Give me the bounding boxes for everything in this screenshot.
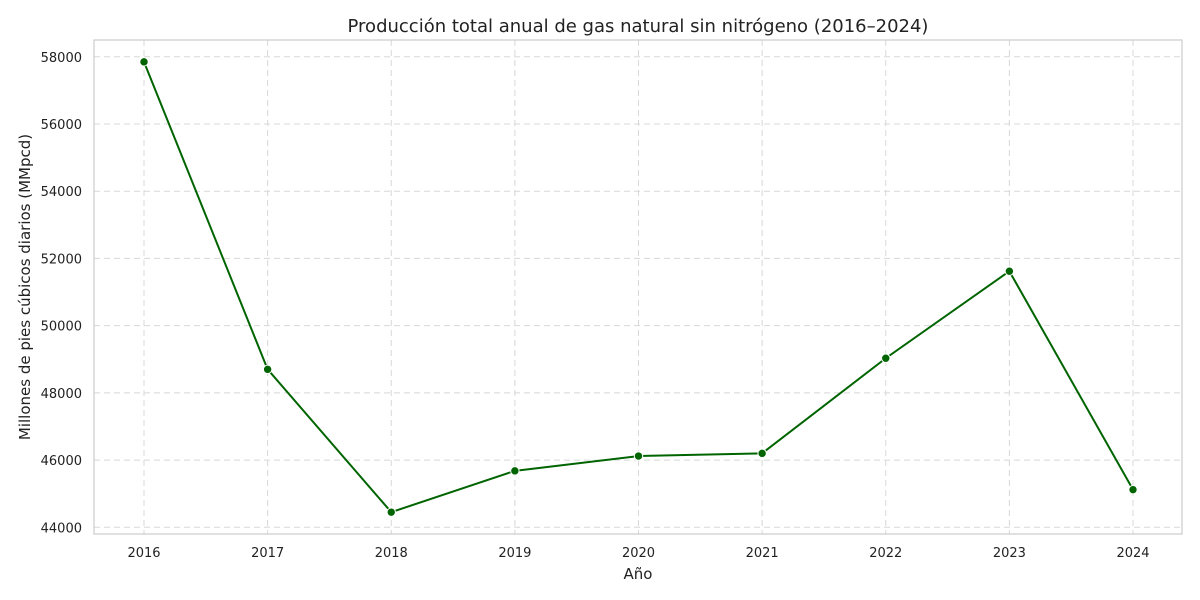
- data-point: [139, 57, 149, 67]
- data-point: [881, 353, 891, 363]
- y-tick-label: 46000: [41, 454, 82, 469]
- y-tick-label: 44000: [41, 521, 82, 536]
- y-tick-label: 58000: [41, 51, 82, 66]
- chart-title: Producción total anual de gas natural si…: [348, 16, 929, 37]
- x-tick-label: 2021: [746, 546, 779, 561]
- x-axis-label: Año: [624, 565, 653, 583]
- data-point: [510, 466, 520, 476]
- x-tick-label: 2022: [869, 546, 902, 561]
- x-tick-label: 2016: [127, 546, 160, 561]
- y-tick-label: 52000: [41, 252, 82, 267]
- y-tick-label: 54000: [41, 185, 82, 200]
- x-tick-label: 2019: [498, 546, 531, 561]
- x-tick-label: 2024: [1116, 546, 1149, 561]
- x-tick-label: 2023: [993, 546, 1026, 561]
- data-point: [757, 448, 767, 459]
- data-point: [386, 507, 396, 517]
- y-tick-label: 56000: [41, 118, 82, 133]
- x-axis-ticks: 2016 2017 2018 2019 2020 2021 2022 2023 2024: [127, 546, 1149, 561]
- series: [139, 57, 1138, 517]
- x-tick-label: 2020: [622, 546, 655, 561]
- x-tick-label: 2018: [375, 546, 408, 561]
- y-tick-label: 50000: [41, 320, 82, 335]
- data-point: [633, 451, 644, 461]
- x-tick-label: 2017: [251, 546, 284, 561]
- plot-frame: [93, 39, 1183, 535]
- data-point: [1004, 266, 1015, 276]
- y-tick-label: 48000: [41, 387, 82, 402]
- data-point: [1128, 484, 1138, 495]
- y-axis-label: Millones de pies cúbicos diarios (MMpcd): [16, 134, 34, 440]
- y-axis-ticks: 44000 46000 48000 50000 52000 54000 56000 58000: [41, 51, 82, 536]
- data-point: [262, 364, 273, 375]
